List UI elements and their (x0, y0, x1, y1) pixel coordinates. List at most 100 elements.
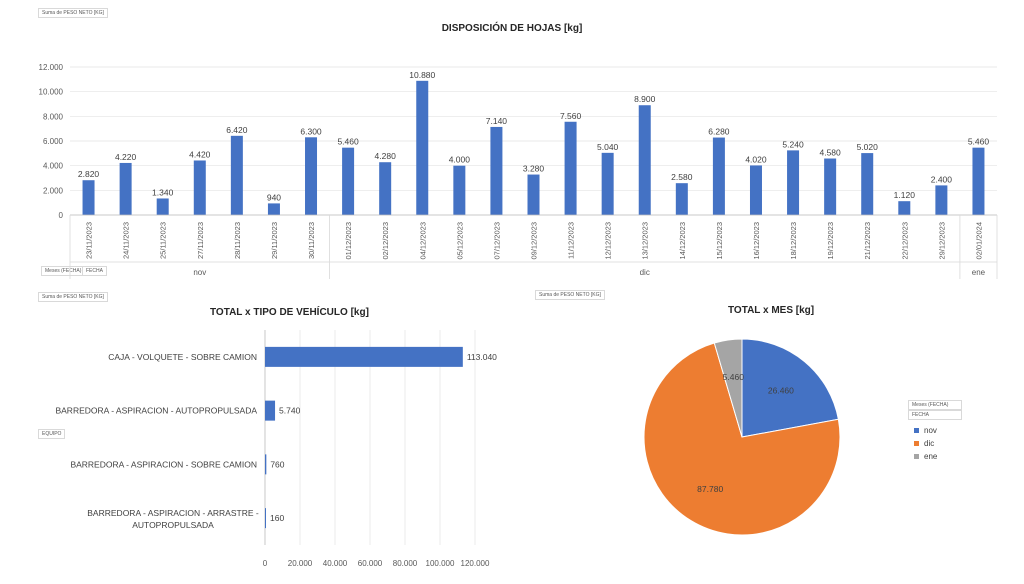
bar (861, 153, 874, 215)
bar (265, 454, 267, 475)
pivot-row-tag-date[interactable]: FECHA (82, 266, 107, 276)
data-label: 5.020 (857, 142, 879, 152)
legend-label-dic: dic (924, 439, 935, 448)
x-tick-label: 80.000 (393, 559, 418, 568)
bar (265, 400, 276, 421)
chart-title-vehicle: TOTAL x TIPO DE VEHÍCULO [kg] (210, 307, 369, 318)
data-label: 1.120 (894, 190, 916, 200)
bar (935, 185, 948, 215)
x-tick-label: 02/12/2023 (381, 222, 390, 260)
bar (119, 162, 132, 215)
bar (267, 203, 280, 215)
data-label: 4.000 (449, 155, 471, 165)
x-tick-label: 29/12/2023 (937, 222, 946, 260)
x-tick-label: 05/12/2023 (455, 222, 464, 260)
legend-swatch-dic (914, 441, 919, 446)
x-tick-label: 04/12/2023 (418, 222, 427, 260)
bar (342, 147, 355, 215)
pie-slice-dic (643, 342, 841, 536)
x-tick-label: 30/11/2023 (307, 222, 316, 259)
category-label: CAJA - VOLQUETE - SOBRE CAMION (108, 352, 257, 362)
y-tick-label: 12.000 (39, 63, 64, 72)
x-tick-label: 02/01/2024 (974, 222, 983, 260)
x-tick-label: 23/11/2023 (85, 222, 94, 259)
y-tick-label: 8.000 (43, 112, 64, 121)
data-label: 6.420 (226, 125, 248, 135)
bar (453, 165, 466, 215)
bar (564, 121, 577, 215)
x-tick-label: 29/11/2023 (270, 222, 279, 259)
data-label: 4.220 (115, 152, 137, 162)
bar (82, 180, 95, 215)
chart-title-daily: DISPOSICIÓN DE HOJAS [kg] (441, 23, 583, 34)
bar (898, 201, 911, 215)
category-label-line2: AUTOPROPULSADA (132, 520, 214, 530)
x-tick-label: 27/11/2023 (196, 222, 205, 259)
data-label: 4.020 (745, 154, 767, 164)
group-label: ene (972, 268, 986, 277)
legend-label-ene: ene (924, 452, 938, 461)
y-tick-label: 6.000 (43, 137, 64, 146)
bar (230, 135, 243, 215)
bar (265, 508, 266, 529)
data-label: 5.460 (337, 137, 359, 147)
data-label: 7.560 (560, 111, 582, 121)
data-label: 2.400 (931, 174, 953, 184)
legend-item-dic[interactable]: dic (914, 439, 978, 448)
bar (712, 137, 725, 215)
data-label: 160 (270, 513, 284, 523)
bar (638, 105, 651, 215)
bar (527, 174, 540, 215)
pie-data-label: 87.780 (697, 484, 723, 494)
x-tick-label: 0 (263, 559, 268, 568)
pie-legend-tag-date[interactable]: FECHA (908, 410, 962, 420)
bar (787, 150, 800, 215)
x-tick-label: 14/12/2023 (678, 222, 687, 260)
bar (824, 158, 837, 215)
data-label: 760 (270, 459, 284, 469)
x-tick-label: 120.000 (461, 559, 490, 568)
category-label-line1: BARREDORA - ASPIRACION - ARRASTRE - (87, 508, 259, 518)
pivot-row-tag-equipment[interactable]: EQUIPO (38, 429, 66, 439)
bar (972, 147, 985, 215)
x-tick-label: 12/12/2023 (604, 222, 613, 260)
x-tick-label: 25/11/2023 (159, 222, 168, 259)
group-label: nov (193, 268, 206, 277)
pivot-value-tag-top[interactable]: Suma de PESO NETO [KG] (38, 8, 108, 18)
x-tick-label: 21/12/2023 (863, 222, 872, 260)
pie-data-label: 26.460 (768, 385, 794, 395)
data-label: 3.280 (523, 164, 545, 174)
data-label: 4.580 (819, 148, 841, 158)
bar (156, 198, 169, 215)
bar (749, 165, 762, 215)
x-tick-label: 15/12/2023 (715, 222, 724, 260)
x-tick-label: 24/11/2023 (122, 222, 131, 259)
legend-item-ene[interactable]: ene (914, 452, 978, 461)
pivot-value-tag-month[interactable]: Suma de PESO NETO [KG] (535, 290, 605, 300)
x-tick-label: 19/12/2023 (826, 222, 835, 260)
data-label: 5.240 (782, 139, 804, 149)
data-label: 4.420 (189, 149, 211, 159)
x-tick-label: 28/11/2023 (233, 222, 242, 259)
legend-item-nov[interactable]: nov (914, 426, 978, 435)
x-tick-label: 11/12/2023 (567, 222, 576, 259)
legend-label-nov: nov (924, 426, 937, 435)
group-label: dic (640, 268, 650, 277)
pivot-value-tag-vehicle[interactable]: Suma de PESO NETO [KG] (38, 292, 108, 302)
x-tick-label: 40.000 (323, 559, 348, 568)
pie-legend-tag-months[interactable]: Meses (FECHA) (908, 400, 962, 410)
y-tick-label: 10.000 (39, 88, 64, 97)
x-tick-label: 22/12/2023 (900, 222, 909, 260)
pie-slice-nov (741, 338, 839, 438)
legend-swatch-nov (914, 428, 919, 433)
x-tick-label: 18/12/2023 (789, 222, 798, 260)
data-label: 6.280 (708, 127, 730, 137)
category-label: BARREDORA - ASPIRACION - SOBRE CAMION (70, 459, 257, 469)
data-label: 5.740 (279, 406, 301, 416)
pie-data-label: 5.460 (723, 372, 745, 382)
y-tick-label: 2.000 (43, 186, 64, 195)
data-label: 4.280 (375, 151, 397, 161)
data-label: 1.340 (152, 187, 174, 197)
data-label: 2.820 (78, 169, 100, 179)
